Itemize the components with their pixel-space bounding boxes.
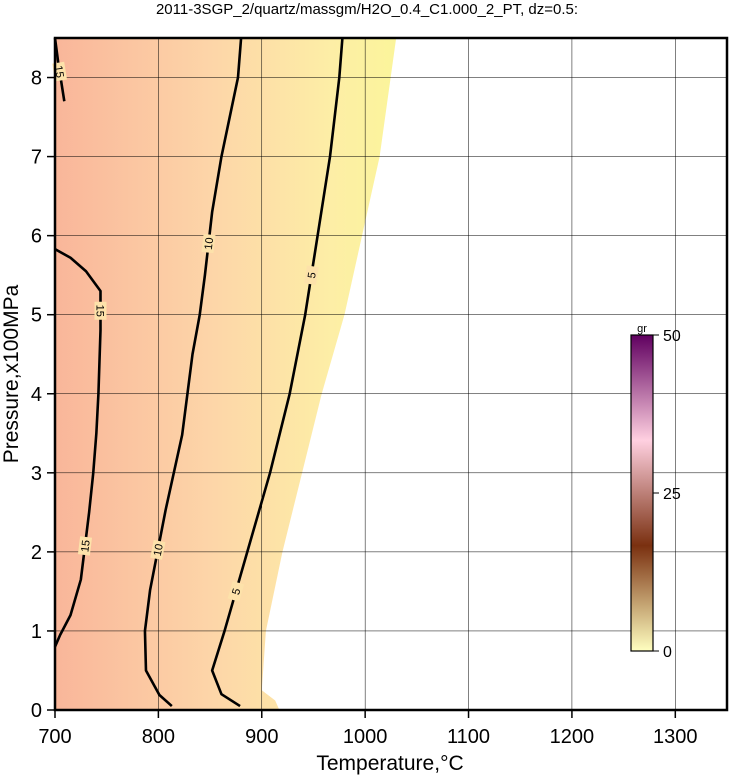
y-tick-label: 5: [31, 305, 42, 327]
x-tick-label: 1000: [343, 726, 388, 748]
contour-line: [53, 247, 102, 648]
colorbar-tick-label: 25: [663, 486, 681, 503]
field-layer: [55, 38, 397, 710]
colorbar: gr 0 25 50: [630, 323, 681, 661]
colorbar-fill: [630, 334, 654, 652]
contour-label-group: 5: [227, 581, 245, 602]
colorbar-tick-label: 0: [663, 644, 672, 661]
contour-label-bg: [77, 536, 93, 556]
y-tick-label: 2: [31, 542, 42, 564]
x-tick-label: 700: [38, 726, 71, 748]
colorbar-tick-label: 50: [663, 328, 681, 345]
axes-layer: 700 800 900 1000 1100 1200 1300 0 1 2 3 4 5 6 7 8: [31, 36, 729, 748]
y-tick-label: 3: [31, 463, 42, 485]
contour-label-group: 15: [52, 61, 67, 82]
contour-label: 15: [79, 539, 92, 553]
chart-title: 2011-3SGP_2/quartz/massgm/H2O_0.4_C1.000…: [156, 1, 578, 18]
contour-layer: 15 15 15 10 10 5 5: [52, 37, 344, 708]
x-tick-label: 900: [245, 726, 278, 748]
y-tick-label: 6: [31, 226, 42, 248]
contour-label: 5: [306, 271, 319, 279]
contour-label-group: 15: [77, 536, 93, 556]
x-axis-label: Temperature,°C: [316, 752, 463, 775]
contour-label-bg: [227, 581, 245, 602]
field-fill: [55, 38, 397, 710]
y-tick-label: 0: [31, 700, 42, 722]
y-axis-label: Pressure,x100MPa: [0, 284, 23, 463]
x-tick-label: 1200: [550, 726, 595, 748]
contour-label: 10: [203, 237, 216, 251]
contour-label: 15: [93, 305, 105, 317]
contour-label-group: 10: [150, 539, 166, 560]
contour-line: [210, 37, 344, 708]
contour-label-group: 10: [201, 233, 216, 254]
contour-label: 10: [152, 543, 166, 557]
contour-label-group: 15: [93, 301, 107, 320]
x-tick-label: 1100: [447, 726, 490, 748]
grid-layer: [54, 38, 727, 711]
colorbar-label: gr: [637, 323, 647, 335]
y-tick-label: 4: [31, 384, 42, 406]
contour-label-group: 5: [304, 265, 319, 285]
plot-frame: [53, 36, 729, 712]
contour-line: [143, 37, 243, 708]
contour-label: 5: [230, 587, 243, 596]
y-tick-label: 7: [31, 147, 42, 169]
x-tick-label: 800: [142, 726, 175, 748]
y-tick-label: 1: [31, 621, 42, 643]
x-tick-label: 1300: [653, 726, 698, 748]
contour-label-bg: [94, 301, 107, 320]
contour-label-bg: [150, 539, 166, 560]
contour-label-bg: [201, 233, 216, 254]
contour-label-bg: [304, 265, 319, 285]
y-tick-label: 8: [31, 68, 42, 90]
